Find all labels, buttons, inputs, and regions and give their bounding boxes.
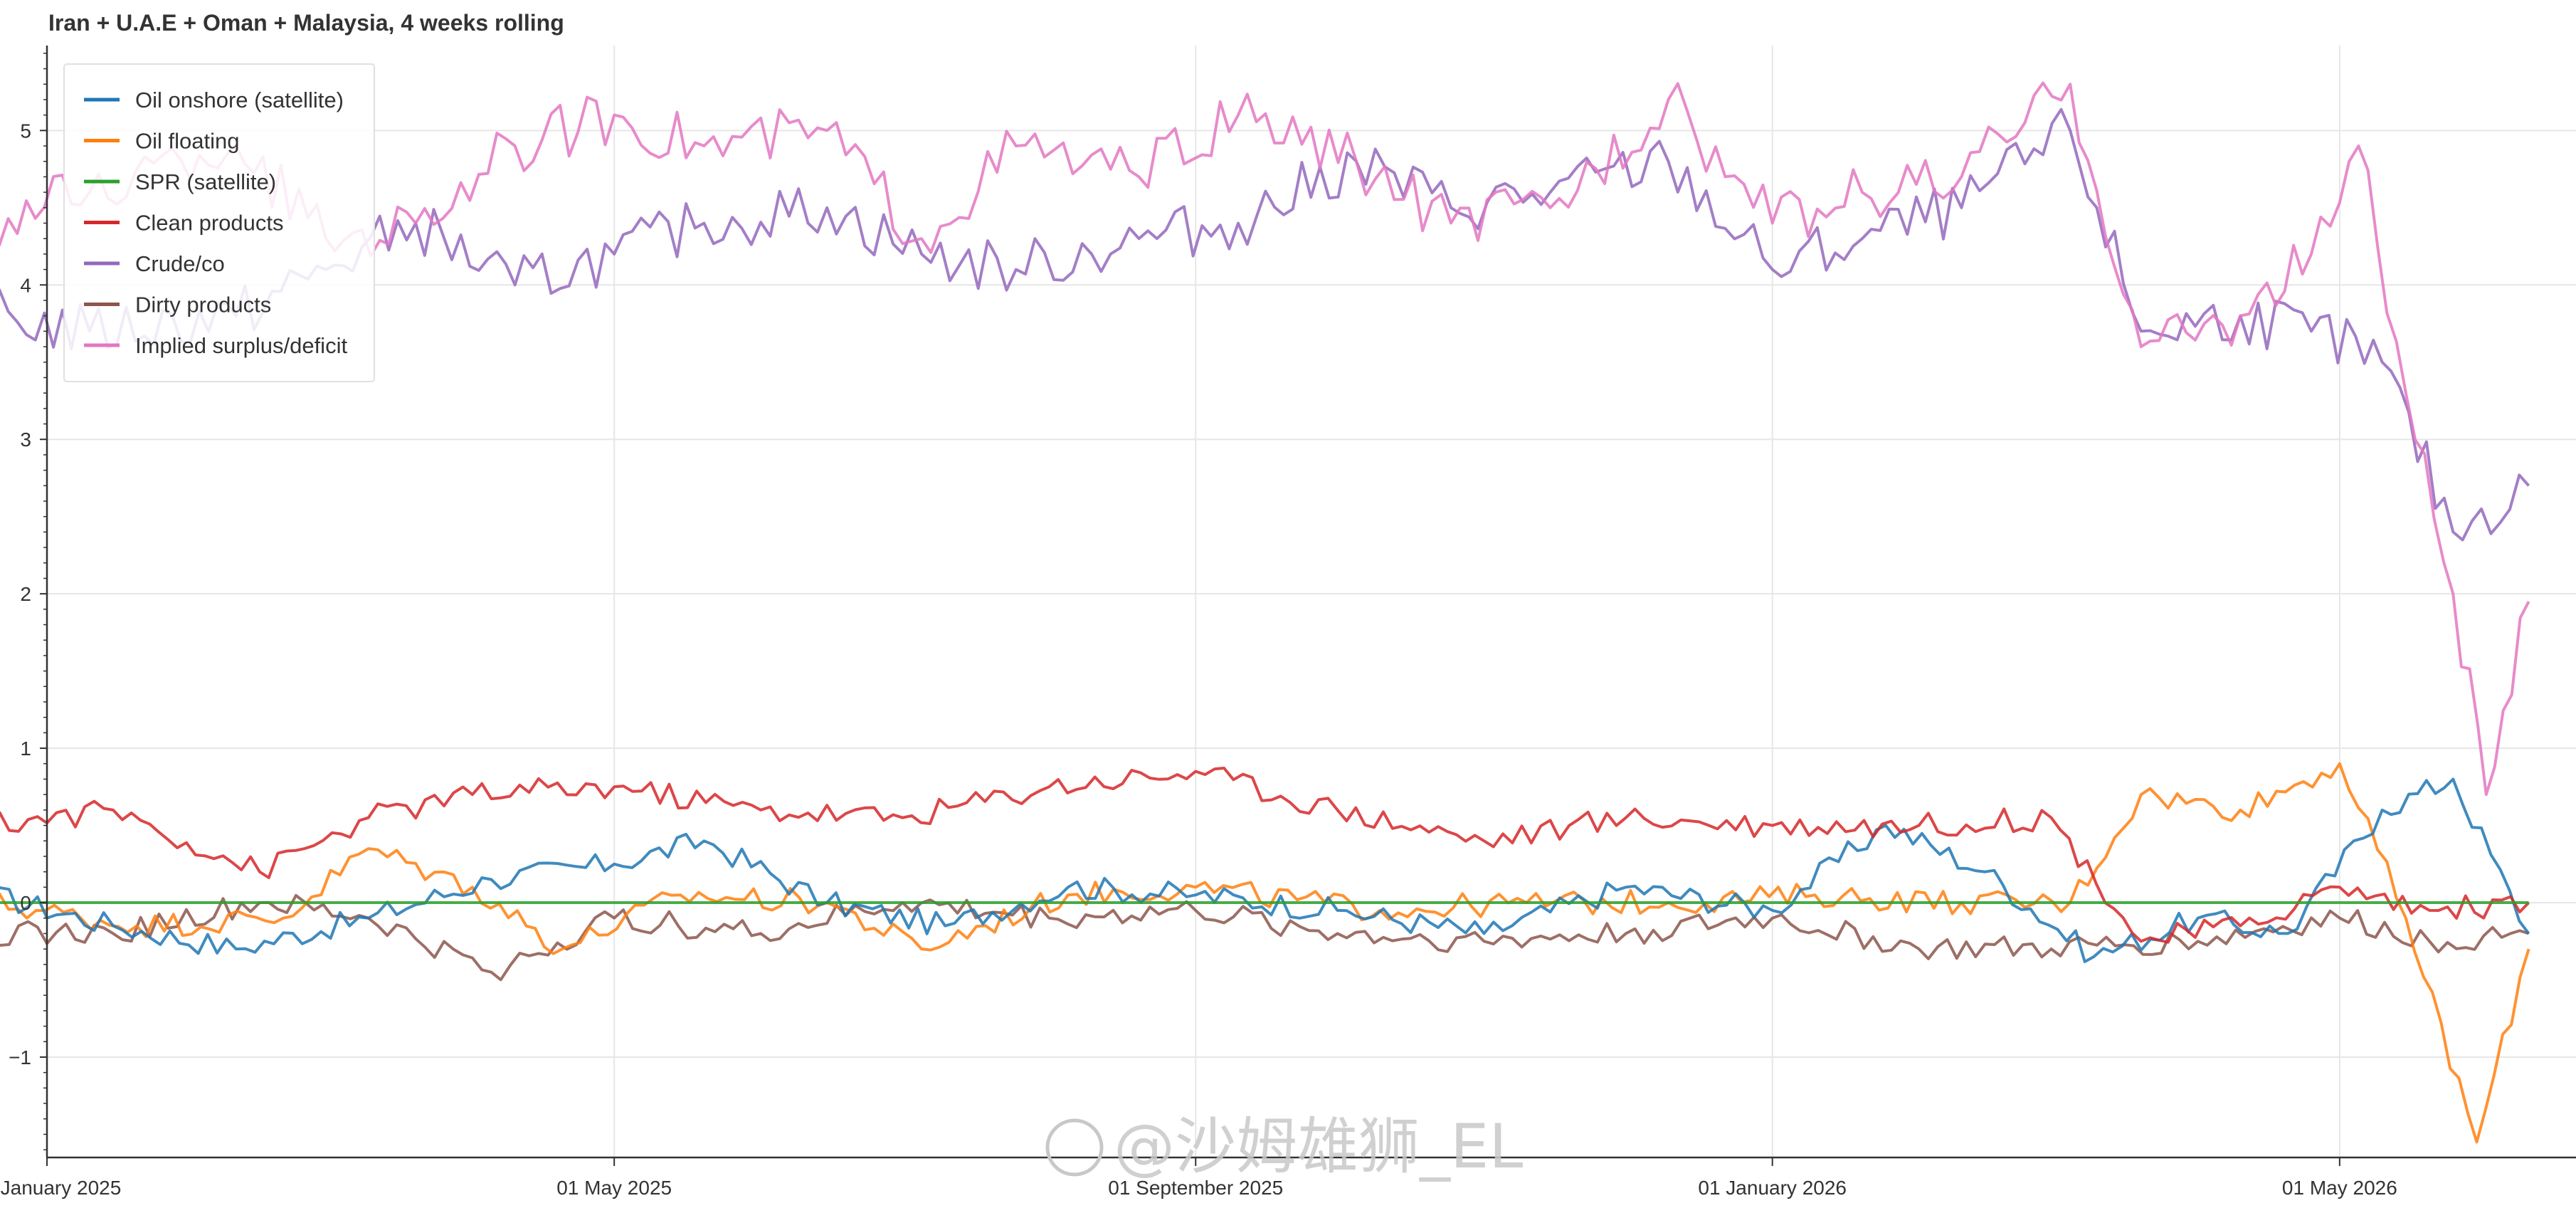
y-tick-label: 4 xyxy=(20,274,31,296)
legend-entry: Oil floating xyxy=(135,129,239,154)
x-tick-label: 01 May 2026 xyxy=(2282,1177,2397,1199)
watermark: @沙姆雄狮_EL xyxy=(1045,1111,1523,1182)
x-tick-label: 01 May 2025 xyxy=(556,1177,672,1199)
series-line xyxy=(0,81,2530,797)
tick-labels: −1 0 1 2 3 4 5 01 January 2025 01 May 2025 01 Sep… xyxy=(0,120,2397,1199)
legend-entry: Dirty products xyxy=(135,293,271,317)
legend-entry: Oil onshore (satellite) xyxy=(135,88,344,112)
legend: Oil onshore (satellite) Oil floating SPR (… xyxy=(63,63,375,382)
legend-box xyxy=(63,63,375,382)
y-tick-label: −1 xyxy=(9,1046,31,1068)
y-tick-label: 0 xyxy=(20,892,31,914)
series-layer xyxy=(0,81,2530,1144)
chart-title: Iran + U.A.E + Oman + Malaysia, 4 weeks … xyxy=(48,10,564,36)
x-tick-label: 01 January 2026 xyxy=(1698,1177,1847,1199)
legend-entry: Crude/co xyxy=(135,251,225,276)
y-tick-label: 1 xyxy=(20,737,31,760)
y-tick-label: 3 xyxy=(20,429,31,451)
legend-entry: Clean products xyxy=(135,211,284,236)
y-tick-label: 5 xyxy=(20,120,31,142)
legend-entry: Implied surplus/deficit xyxy=(135,333,347,358)
x-tick-label: 01 September 2025 xyxy=(1108,1177,1283,1199)
series-line xyxy=(0,107,2530,542)
series-line xyxy=(0,767,2530,944)
watermark-text: @沙姆雄狮_EL xyxy=(1114,1111,1523,1182)
x-tick-label: 01 January 2025 xyxy=(0,1177,121,1199)
axes xyxy=(40,46,2576,1166)
series-line xyxy=(0,762,2530,1144)
series-line xyxy=(0,893,2530,982)
weibo-logo-icon xyxy=(1045,1118,1104,1177)
y-tick-label: 2 xyxy=(20,583,31,605)
legend-entry: SPR (satellite) xyxy=(135,169,276,194)
